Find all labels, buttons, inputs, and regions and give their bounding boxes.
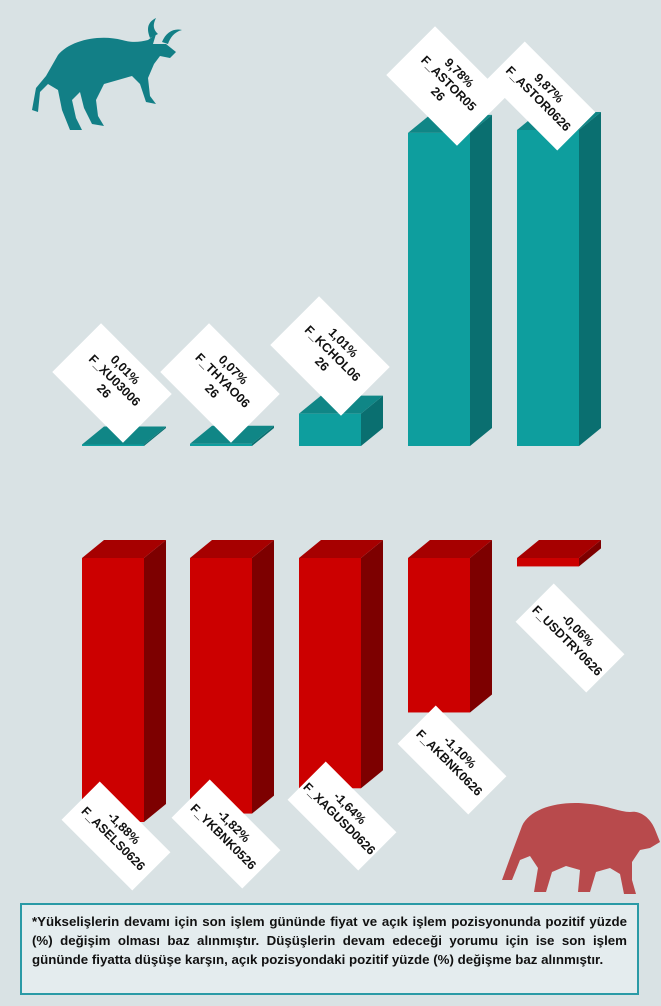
- bar-front: [299, 413, 361, 446]
- bar-top: [82, 540, 166, 558]
- bar-side: [579, 540, 601, 567]
- bar-labels: 0,01%F_XU03006260,07%F_THYAO06261,01%F_K…: [52, 26, 625, 891]
- label-card: [515, 583, 625, 693]
- bar-up-5: [517, 112, 601, 446]
- label-card: [52, 323, 172, 443]
- label-card: [287, 761, 397, 871]
- label-down-5: -0,06%F_USDTRY0626: [515, 583, 625, 693]
- label-card: [486, 41, 596, 151]
- losses-series: [82, 540, 601, 822]
- bar-top: [517, 540, 601, 558]
- bar-top: [408, 540, 492, 558]
- label-card: [160, 323, 280, 443]
- bar-front: [517, 130, 579, 446]
- bear-icon: [502, 802, 660, 894]
- bar-down-4: [408, 540, 492, 713]
- bar-side: [361, 395, 383, 446]
- label-card: [171, 779, 281, 889]
- label-card: [397, 705, 507, 815]
- bar-side: [361, 540, 383, 789]
- bar-front: [82, 444, 144, 446]
- methodology-note: *Yükselişlerin devamı için son işlem gün…: [20, 903, 639, 995]
- label-card: [270, 296, 390, 416]
- label-down-4: -1,10%F_AKBNK0626: [397, 705, 507, 815]
- bar-top: [190, 540, 274, 558]
- bar-down-5: [517, 540, 601, 567]
- bar-side: [470, 114, 492, 446]
- bar-front: [408, 558, 470, 713]
- bar-up-4: [408, 114, 492, 446]
- bar-front: [299, 558, 361, 789]
- bar-front: [408, 132, 470, 446]
- bar-side: [252, 540, 274, 814]
- bar-side: [144, 426, 166, 446]
- bar-down-3: [299, 540, 383, 789]
- bar-front: [190, 443, 252, 446]
- bar-side: [252, 425, 274, 446]
- bar-top: [299, 540, 383, 558]
- bar-down-2: [190, 540, 274, 814]
- bar-side: [579, 112, 601, 446]
- bar-side: [470, 540, 492, 713]
- bar-front: [517, 558, 579, 567]
- bar-down-1: [82, 540, 166, 822]
- bar-front: [82, 558, 144, 822]
- label-card: [386, 26, 506, 146]
- bull-icon: [32, 18, 182, 130]
- bar-front: [190, 558, 252, 814]
- label-card: [61, 781, 171, 891]
- bar-side: [144, 540, 166, 822]
